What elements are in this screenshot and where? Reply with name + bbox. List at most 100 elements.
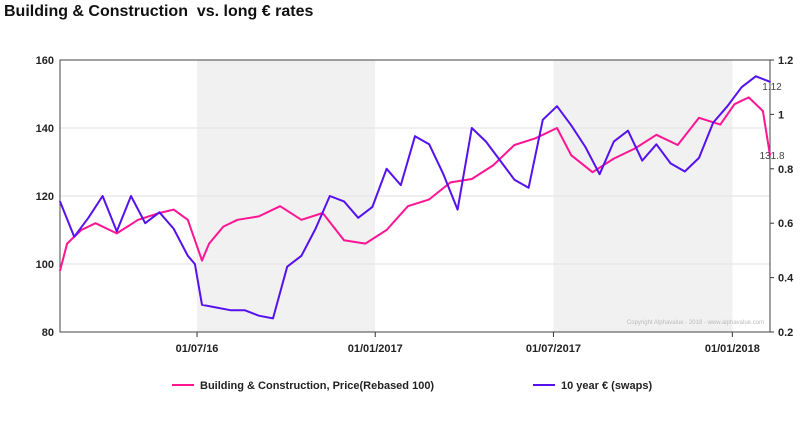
- swap-point: [329, 195, 331, 197]
- building-point: [449, 181, 452, 184]
- left-tick-label: 120: [36, 191, 54, 203]
- swap-point: [229, 309, 232, 312]
- legend-building-label: Building & Construction, Price(Rebased 1…: [200, 380, 434, 392]
- swap-point: [442, 173, 445, 176]
- swap-point: [343, 200, 345, 203]
- chart-title: Building & Construction vs. long € rates: [4, 3, 314, 20]
- building-point: [222, 225, 225, 228]
- swap-end-label: 1.12: [762, 82, 782, 93]
- swap-point: [641, 159, 643, 162]
- right-tick-label: 1: [778, 109, 784, 121]
- swap-point: [158, 211, 161, 214]
- swap-point: [172, 227, 175, 230]
- building-point: [556, 127, 558, 129]
- swap-point: [655, 143, 658, 146]
- x-tick-label: 01/07/16: [176, 343, 219, 355]
- swap-point: [371, 206, 374, 208]
- building-point: [201, 259, 203, 262]
- swap-point: [215, 306, 217, 309]
- building-point: [364, 242, 367, 245]
- swap-point: [542, 119, 544, 121]
- right-tick-label: 0.4: [778, 273, 794, 285]
- building-point: [655, 134, 658, 136]
- building-point: [343, 239, 345, 241]
- swap-point: [130, 195, 132, 197]
- left-tick-label: 140: [36, 123, 54, 135]
- swap-point: [73, 236, 75, 238]
- left-tick-label: 100: [36, 259, 54, 271]
- swap-point: [584, 146, 587, 148]
- swap-point: [428, 143, 431, 146]
- swap-point: [684, 170, 686, 173]
- swap-point: [144, 222, 146, 224]
- swap-point: [187, 255, 189, 257]
- building-point: [66, 242, 68, 245]
- building-point: [513, 144, 516, 146]
- swap-point: [194, 263, 196, 265]
- watermark: Copyright Alphavalue - 2018 - www.alphav…: [627, 320, 764, 326]
- plot-frame: [59, 59, 771, 333]
- swap-point: [201, 304, 203, 306]
- right-tick-label: 0.2: [778, 327, 793, 339]
- building-point: [762, 110, 764, 112]
- building-point: [570, 154, 572, 156]
- swap-point: [314, 227, 317, 230]
- left-tick-label: 160: [36, 55, 54, 67]
- building-point: [94, 222, 97, 224]
- building-construction-line: [59, 96, 771, 272]
- axes: [59, 59, 774, 337]
- building-point: [59, 270, 61, 272]
- swap-point: [527, 187, 530, 189]
- series-lines: [59, 75, 771, 320]
- building-point: [187, 219, 189, 221]
- swap-point: [357, 216, 360, 219]
- swap-point: [87, 216, 90, 219]
- swap-point: [712, 121, 714, 124]
- legend-swap-label: 10 year € (swaps): [561, 380, 652, 392]
- x-tick-label: 01/01/2018: [705, 343, 760, 355]
- left-tick-label: 80: [42, 327, 54, 339]
- swap-point: [485, 140, 487, 143]
- swap-point: [286, 265, 289, 268]
- building-point: [80, 229, 83, 231]
- building-point: [407, 205, 409, 207]
- building-point: [676, 144, 679, 146]
- building-point: [116, 232, 118, 235]
- x-tick-label: 01/07/2017: [526, 343, 581, 355]
- swap-point: [570, 124, 572, 127]
- swap-point: [669, 162, 672, 165]
- x-tick-label: 01/01/2017: [348, 343, 403, 355]
- building-point: [300, 219, 303, 221]
- swap-point: [755, 75, 757, 78]
- legend: Building & Construction, Price(Rebased 1…: [172, 380, 652, 392]
- swap-point: [598, 173, 601, 176]
- swap-point: [243, 309, 246, 312]
- building-point: [719, 123, 722, 126]
- swap-point: [116, 230, 118, 233]
- building-point: [208, 242, 210, 245]
- swap-point: [456, 208, 459, 211]
- swap-point: [698, 157, 700, 159]
- building-point: [172, 208, 175, 211]
- swap-point: [400, 184, 402, 186]
- building-point: [534, 137, 537, 139]
- tick-labels: 80 100 120 140 160 0.2 0.4 0.6 0.8 1 1.2 01/07/16 01…: [36, 55, 795, 355]
- building-point: [769, 154, 771, 156]
- swap-point: [101, 195, 104, 197]
- swap-point: [59, 200, 61, 203]
- building-point: [591, 171, 594, 173]
- swap-point: [726, 105, 729, 108]
- swap-point: [740, 86, 743, 88]
- building-point: [471, 178, 473, 180]
- swap-point: [613, 140, 615, 143]
- building-point: [492, 164, 494, 167]
- building-point: [698, 117, 700, 119]
- swap-point: [627, 129, 629, 132]
- swap-point: [414, 135, 416, 137]
- building-point: [236, 219, 239, 221]
- swap-point: [258, 314, 260, 317]
- swap-point: [300, 255, 303, 257]
- building-point: [428, 198, 431, 201]
- building-point: [279, 205, 281, 207]
